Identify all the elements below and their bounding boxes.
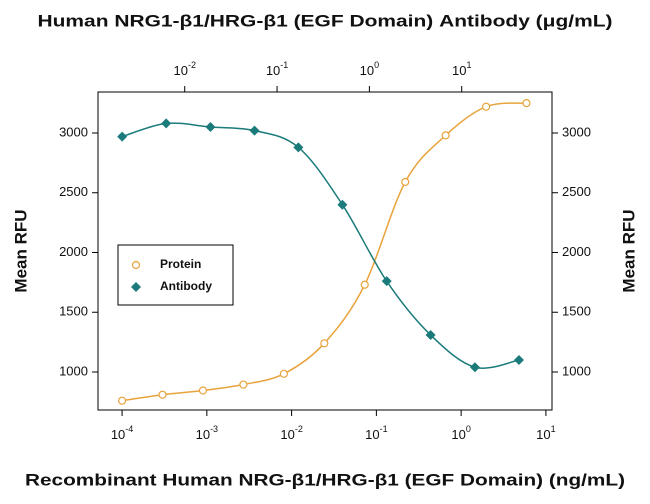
data-point xyxy=(249,125,260,136)
y2-tick-label: 2500 xyxy=(562,184,591,199)
data-point xyxy=(205,122,216,133)
data-point xyxy=(441,131,450,140)
tick-base: 10 xyxy=(266,63,280,78)
data-point xyxy=(239,380,248,389)
legend-marker xyxy=(131,282,141,292)
tick-exponent: -4 xyxy=(125,424,133,434)
tick-exponent: -1 xyxy=(280,60,288,70)
y-tick-label: 2500 xyxy=(59,184,88,199)
tick-exponent: 0 xyxy=(374,60,379,70)
y2-axis-label: Mean RFU xyxy=(619,209,638,292)
tick-exponent: -2 xyxy=(188,60,196,70)
data-point xyxy=(337,199,348,210)
tick-base: 10 xyxy=(360,63,374,78)
data-point xyxy=(482,102,491,111)
y2-tick-label: 1000 xyxy=(562,363,591,378)
data-point xyxy=(320,339,329,348)
legend-box xyxy=(117,244,234,306)
data-point xyxy=(161,118,172,129)
tick-base: 10 xyxy=(173,63,187,78)
tick-base: 10 xyxy=(365,427,379,442)
tick-base: 10 xyxy=(196,427,210,442)
legend-marker xyxy=(131,260,141,270)
chart-title: Human NRG1-β1/HRG-β1 (EGF Domain) Antibo… xyxy=(38,11,613,30)
xticks-label: 10-4 xyxy=(111,424,133,442)
tick-exponent: -3 xyxy=(210,424,218,434)
x2ticks-label: 10-1 xyxy=(266,60,288,78)
data-point xyxy=(401,177,410,187)
x2ticks-label: 10-2 xyxy=(173,60,195,78)
y-axis-label: Mean RFU xyxy=(11,209,30,292)
tick-exponent: -2 xyxy=(295,424,303,434)
y-tick-label: 3000 xyxy=(59,124,88,139)
xticks-label: 101 xyxy=(536,424,555,442)
data-point xyxy=(513,355,524,366)
data-point xyxy=(198,386,208,395)
tick-exponent: 0 xyxy=(466,424,471,434)
fit-curve xyxy=(121,122,520,369)
tick-base: 10 xyxy=(451,427,465,442)
xticks-label: 10-2 xyxy=(280,424,302,442)
y-tick-label: 1500 xyxy=(59,304,88,319)
xticks-label: 10-1 xyxy=(365,424,387,442)
xticks-label: 100 xyxy=(451,424,470,442)
x2ticks-label: 100 xyxy=(360,60,379,78)
data-point xyxy=(381,276,392,287)
tick-base: 10 xyxy=(536,427,550,442)
y2-tick-label: 2000 xyxy=(562,244,591,259)
x2ticks-label: 101 xyxy=(452,60,471,78)
tick-exponent: -1 xyxy=(380,424,388,434)
tick-exponent: 1 xyxy=(466,60,471,70)
data-point xyxy=(293,142,304,153)
data-point xyxy=(279,369,288,378)
tick-exponent: 1 xyxy=(551,424,556,434)
fit-curve xyxy=(121,102,527,402)
y-tick-label: 1000 xyxy=(59,363,88,378)
data-point xyxy=(117,131,128,142)
data-point xyxy=(425,329,436,340)
y2-tick-label: 3000 xyxy=(562,124,591,139)
xticks-label: 10-3 xyxy=(196,424,218,442)
y-tick-label: 2000 xyxy=(59,244,88,259)
x-axis-label: Recombinant Human NRG-β1/HRG-β1 (EGF Dom… xyxy=(25,470,625,489)
data-point xyxy=(158,390,167,399)
legend-label: Protein xyxy=(160,257,201,271)
tick-base: 10 xyxy=(280,427,294,442)
data-point xyxy=(360,280,369,289)
data-point xyxy=(522,99,531,108)
data-point xyxy=(469,362,480,373)
data-point xyxy=(117,396,127,405)
tick-base: 10 xyxy=(452,63,466,78)
legend-label: Antibody xyxy=(160,279,212,293)
tick-base: 10 xyxy=(111,427,125,442)
y2-tick-label: 1500 xyxy=(562,304,591,319)
plot-frame xyxy=(97,91,553,411)
